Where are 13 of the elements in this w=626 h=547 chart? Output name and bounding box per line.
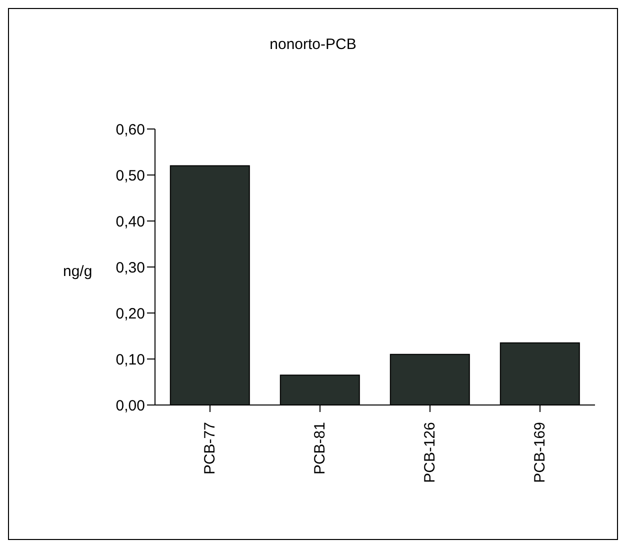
y-tick-label: 0,60 <box>116 121 145 138</box>
x-tick-label: PCB-77 <box>202 422 218 475</box>
y-axis-title: ng/g <box>63 263 92 280</box>
y-tick-label: 0,20 <box>116 305 145 322</box>
y-tick-label: 0,10 <box>116 351 145 368</box>
y-tick-label: 0,00 <box>116 397 145 414</box>
x-tick-label: PCB-126 <box>422 422 438 483</box>
y-tick-label: 0,50 <box>116 167 145 184</box>
y-tick-label: 0,40 <box>116 213 145 230</box>
chart-title: nonorto-PCB <box>268 36 358 53</box>
x-tick-label: PCB-81 <box>312 422 328 475</box>
x-tick-label: PCB-169 <box>532 422 548 483</box>
y-tick-label: 0,30 <box>116 259 145 276</box>
